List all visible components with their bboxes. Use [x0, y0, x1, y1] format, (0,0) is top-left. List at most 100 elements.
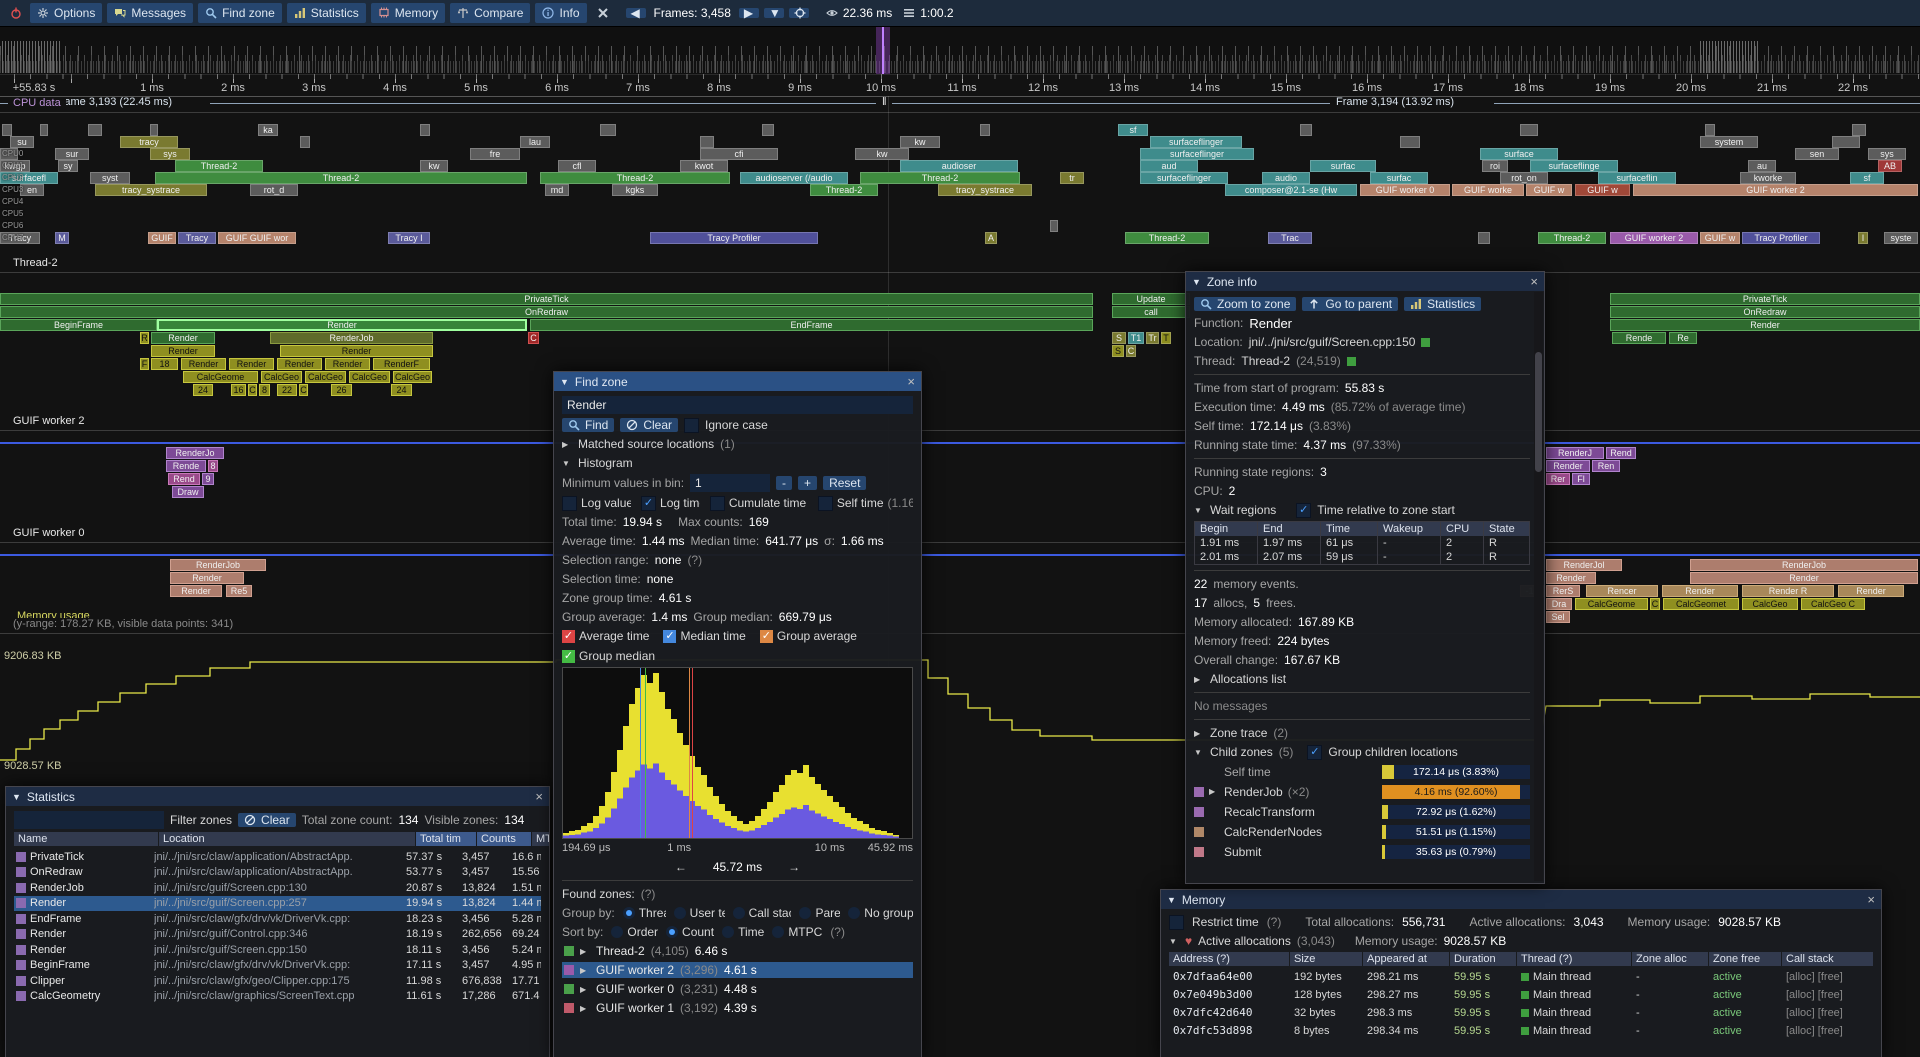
timeline-zone[interactable]: Render: [229, 358, 274, 370]
timeline-zone[interactable]: EndFrame: [530, 319, 1093, 331]
close-icon[interactable]: ×: [907, 374, 915, 389]
timeline-zone[interactable]: RenderF: [373, 358, 430, 370]
prev-frame-button[interactable]: ◀: [626, 8, 646, 18]
timeline-zone[interactable]: Tracy: [178, 232, 216, 244]
child-zone-row[interactable]: CalcRenderNodes 51.51 μs (1.15%): [1194, 823, 1530, 840]
col-thread[interactable]: Thread (?): [1517, 952, 1631, 966]
timeline-zone[interactable]: audio: [1262, 172, 1310, 184]
legend-checkbox[interactable]: ✓Median time: [663, 628, 745, 644]
timeline-zone[interactable]: surface: [1480, 148, 1558, 160]
timeline-zone[interactable]: tracy_systrace: [95, 184, 207, 196]
statistics-row[interactable]: Clipper jni/../jni/src/claw/gfx/geo/Clip…: [14, 973, 541, 989]
timeline-zone[interactable]: au: [1748, 160, 1776, 172]
timeline-zone[interactable]: tracy: [120, 136, 178, 148]
timeline-zone[interactable]: [88, 124, 102, 136]
timeline-zone[interactable]: audioserver (/audio: [740, 172, 848, 184]
timeline-zone[interactable]: surfaceflinger: [1140, 172, 1228, 184]
col-address[interactable]: Address (?): [1169, 952, 1289, 966]
timeline-zone[interactable]: Tracy I: [388, 232, 430, 244]
timeline-zone[interactable]: tracy_systrace: [938, 184, 1032, 196]
timeline-zone[interactable]: Thread-2: [155, 172, 527, 184]
messages-button[interactable]: Messages: [107, 3, 193, 23]
col-zone-free[interactable]: Zone free: [1709, 952, 1781, 966]
cpu-data-section-header[interactable]: ▼ CPU data: [0, 112, 1920, 113]
find-zone-histogram[interactable]: [562, 667, 913, 839]
wait-region-row[interactable]: 2.01 ms2.07 ms 59 μs- 2R: [1195, 550, 1529, 564]
col-location[interactable]: Location: [159, 832, 415, 846]
timeline-zone[interactable]: A: [985, 232, 997, 244]
timeline-zone[interactable]: call: [1112, 306, 1190, 318]
col-zone-alloc[interactable]: Zone alloc: [1632, 952, 1708, 966]
child-zones-header[interactable]: ▼ Child zones(5) ✓ Group children locati…: [1194, 744, 1530, 760]
timeline-zone[interactable]: C: [1650, 598, 1660, 610]
allocation-row[interactable]: 0x7dfaa64e00 192 bytes 298.21 ms 59.95 s…: [1169, 969, 1873, 984]
timeline-zone[interactable]: RenderJ: [1546, 447, 1604, 459]
timeline-zone[interactable]: surfaceflinger: [1140, 148, 1254, 160]
timeline-zone[interactable]: Render: [1546, 572, 1596, 584]
timeline-zone[interactable]: sys: [150, 148, 190, 160]
timeline-zone[interactable]: GUIF w: [1575, 184, 1630, 196]
timeline-zone[interactable]: Rencer: [1586, 585, 1658, 597]
allocation-row[interactable]: 0x7e049b3d00 128 bytes 298.27 ms 59.95 s…: [1169, 987, 1873, 1002]
clear-filter-button[interactable]: Clear: [238, 813, 296, 827]
timeline-zone[interactable]: C: [248, 384, 257, 396]
timeline-zone[interactable]: su: [10, 136, 34, 148]
legend-checkbox[interactable]: ✓Group median: [562, 648, 655, 664]
timeline-zone[interactable]: Thread-2: [1538, 232, 1606, 244]
timeline-zone[interactable]: ka: [258, 124, 278, 136]
timeline-zone[interactable]: Render: [1838, 585, 1904, 597]
timeline-zone[interactable]: sf: [1118, 124, 1148, 136]
timeline-zone[interactable]: en: [20, 184, 44, 196]
timeline-zone[interactable]: Render: [1546, 460, 1590, 472]
timeline-zone[interactable]: GUIF worker 0: [1360, 184, 1450, 196]
wait-regions-header[interactable]: ▼ Wait regions ✓ Time relative to zone s…: [1194, 502, 1530, 518]
clear-button[interactable]: Clear: [620, 418, 678, 432]
timeline-zone[interactable]: [762, 124, 774, 136]
timeline-zone[interactable]: [40, 124, 48, 136]
timeline-zone[interactable]: sf: [1850, 172, 1884, 184]
child-zone-row[interactable]: Self time 172.14 μs (3.83%): [1194, 763, 1530, 780]
timeline-zone[interactable]: [2, 124, 12, 136]
timeline-zone[interactable]: rot_d: [250, 184, 298, 196]
statistics-row[interactable]: Render jni/../jni/src/guif/Screen.cpp:25…: [14, 896, 541, 912]
timeline-zone[interactable]: 8: [208, 460, 218, 472]
timeline-zone[interactable]: GUIF w: [1526, 184, 1572, 196]
zone-group-row[interactable]: ▶ GUIF worker 2 (3,296) 4.61 s: [562, 962, 913, 978]
legend-checkbox[interactable]: ✓Average time: [562, 628, 649, 644]
source-location[interactable]: jni/../jni/src/guif/Screen.cpp:150: [1249, 335, 1416, 349]
timeline-zone[interactable]: 18: [151, 358, 178, 370]
statistics-row[interactable]: Render jni/../jni/src/guif/Control.cpp:3…: [14, 927, 541, 943]
timeline-zone[interactable]: [980, 124, 990, 136]
timeline-zone[interactable]: [1852, 124, 1866, 136]
sort-by-radio[interactable]: Count: [666, 924, 714, 940]
timeline-zone[interactable]: audioser: [900, 160, 1018, 172]
frame-select-button[interactable]: ▼: [764, 8, 784, 18]
timeline-zone[interactable]: GUIF: [148, 232, 176, 244]
timeline-zone[interactable]: sur: [55, 148, 89, 160]
close-icon[interactable]: ×: [1530, 274, 1538, 289]
col-appeared-at[interactable]: Appeared at: [1363, 952, 1449, 966]
goto-frame-button[interactable]: [789, 8, 809, 18]
statistics-button[interactable]: Statistics: [1404, 297, 1481, 311]
timeline-zone[interactable]: M: [55, 232, 69, 244]
timeline-zone[interactable]: 16: [231, 384, 246, 396]
timeline-zone[interactable]: RenderJob: [1690, 559, 1918, 571]
timeline-zone[interactable]: I: [1858, 232, 1868, 244]
timeline-zone[interactable]: Trac: [1268, 232, 1312, 244]
zone-info-title-bar[interactable]: ▼ Zone info ×: [1186, 272, 1544, 291]
timeline-zone[interactable]: RenderJob: [170, 559, 266, 571]
timeline-zone[interactable]: CalcGeo: [261, 371, 302, 383]
timeline-zone[interactable]: [420, 124, 430, 136]
timeline-zone[interactable]: [150, 124, 158, 136]
timeline-zone[interactable]: surfaceflin: [1598, 172, 1676, 184]
timeline-zone[interactable]: Thread-2: [810, 184, 878, 196]
allocation-row[interactable]: 0x7dfc53d898 8 bytes 298.34 ms 59.95 s M…: [1169, 1023, 1873, 1038]
timeline-zone[interactable]: Rer: [1546, 473, 1570, 485]
timeline-zone[interactable]: [1050, 220, 1058, 232]
worker2-section-header[interactable]: ▼ GUIF worker 2: [0, 430, 1920, 431]
timeline-zone[interactable]: surfac: [1370, 172, 1428, 184]
timeline-zone[interactable]: [1478, 232, 1490, 244]
timeline-zone[interactable]: Tracy Profiler: [1742, 232, 1820, 244]
timeline-zone[interactable]: surfaceflinger: [1150, 136, 1242, 148]
timeline-zone[interactable]: Rend: [168, 473, 200, 485]
